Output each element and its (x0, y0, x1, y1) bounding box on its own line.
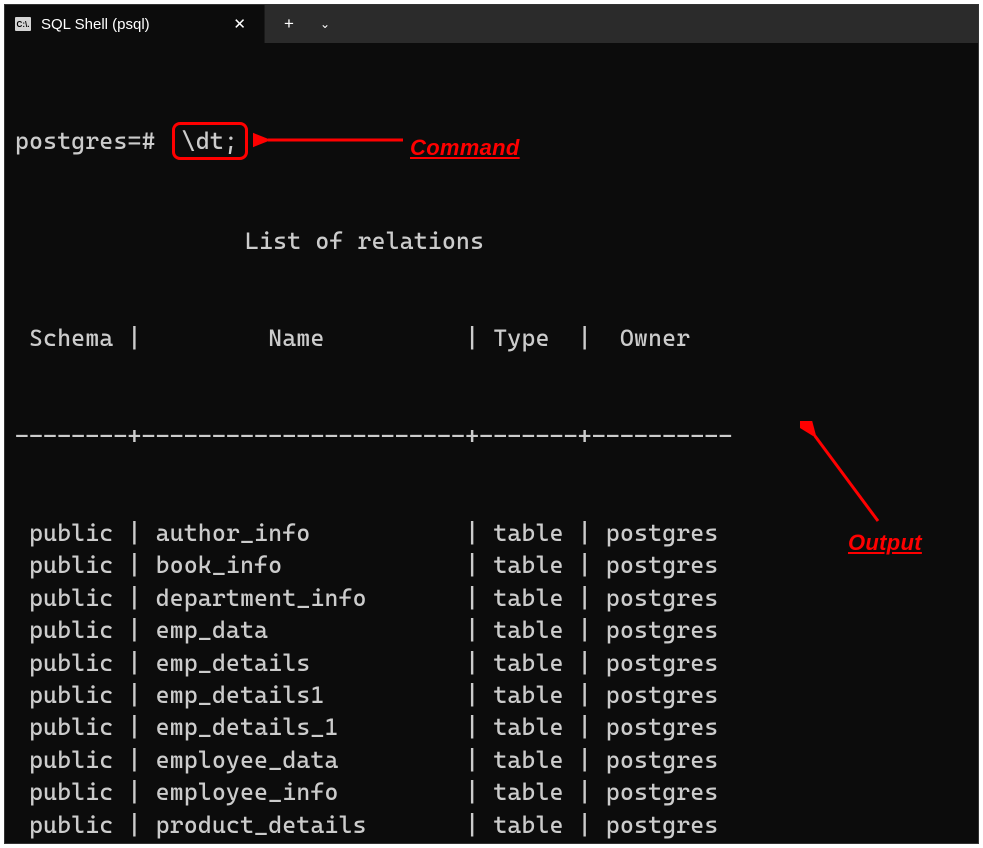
terminal-icon: C:\. (15, 17, 31, 31)
titlebar-controls: + ⌄ (265, 5, 343, 43)
table-row: public | department_info | table | postg… (15, 582, 968, 614)
arrow-command-icon (253, 130, 408, 150)
terminal-content[interactable]: postgres=# \dt; Command List of relation… (5, 43, 978, 844)
table-row: public | emp_data | table | postgres (15, 614, 968, 646)
new-tab-button[interactable]: + (271, 6, 307, 42)
table-rows: public | author_info | table | postgres … (15, 517, 968, 844)
table-header: Schema | Name | Type | Owner (15, 322, 968, 354)
table-row: public | emp_details1 | table | postgres (15, 679, 968, 711)
table-row: public | product_order_details | table |… (15, 841, 968, 844)
prompt-line: postgres=# \dt; Command (15, 122, 968, 160)
titlebar: C:\. SQL Shell (psql) ✕ + ⌄ (5, 5, 978, 43)
command-highlight-box: \dt; (172, 122, 248, 160)
tab-title: SQL Shell (psql) (41, 16, 217, 33)
table-row: public | emp_details_1 | table | postgre… (15, 711, 968, 743)
command-annotation: Command (410, 133, 520, 163)
table-separator: --------+-----------------------+-------… (15, 420, 968, 452)
prompt: postgres=# (15, 125, 156, 157)
table-row: public | emp_details | table | postgres (15, 647, 968, 679)
list-title: List of relations (245, 225, 968, 257)
table-row: public | employee_info | table | postgre… (15, 776, 968, 808)
table-row: public | employee_data | table | postgre… (15, 744, 968, 776)
table-row: public | book_info | table | postgres (15, 549, 968, 581)
active-tab[interactable]: C:\. SQL Shell (psql) ✕ (5, 5, 265, 43)
tab-dropdown-button[interactable]: ⌄ (307, 9, 343, 39)
close-tab-button[interactable]: ✕ (227, 12, 252, 36)
terminal-window: C:\. SQL Shell (psql) ✕ + ⌄ postgres=# \… (4, 4, 979, 844)
command-text: \dt; (182, 127, 238, 155)
output-annotation: Output (848, 528, 922, 558)
table-row: public | product_details | table | postg… (15, 809, 968, 841)
table-row: public | author_info | table | postgres (15, 517, 968, 549)
